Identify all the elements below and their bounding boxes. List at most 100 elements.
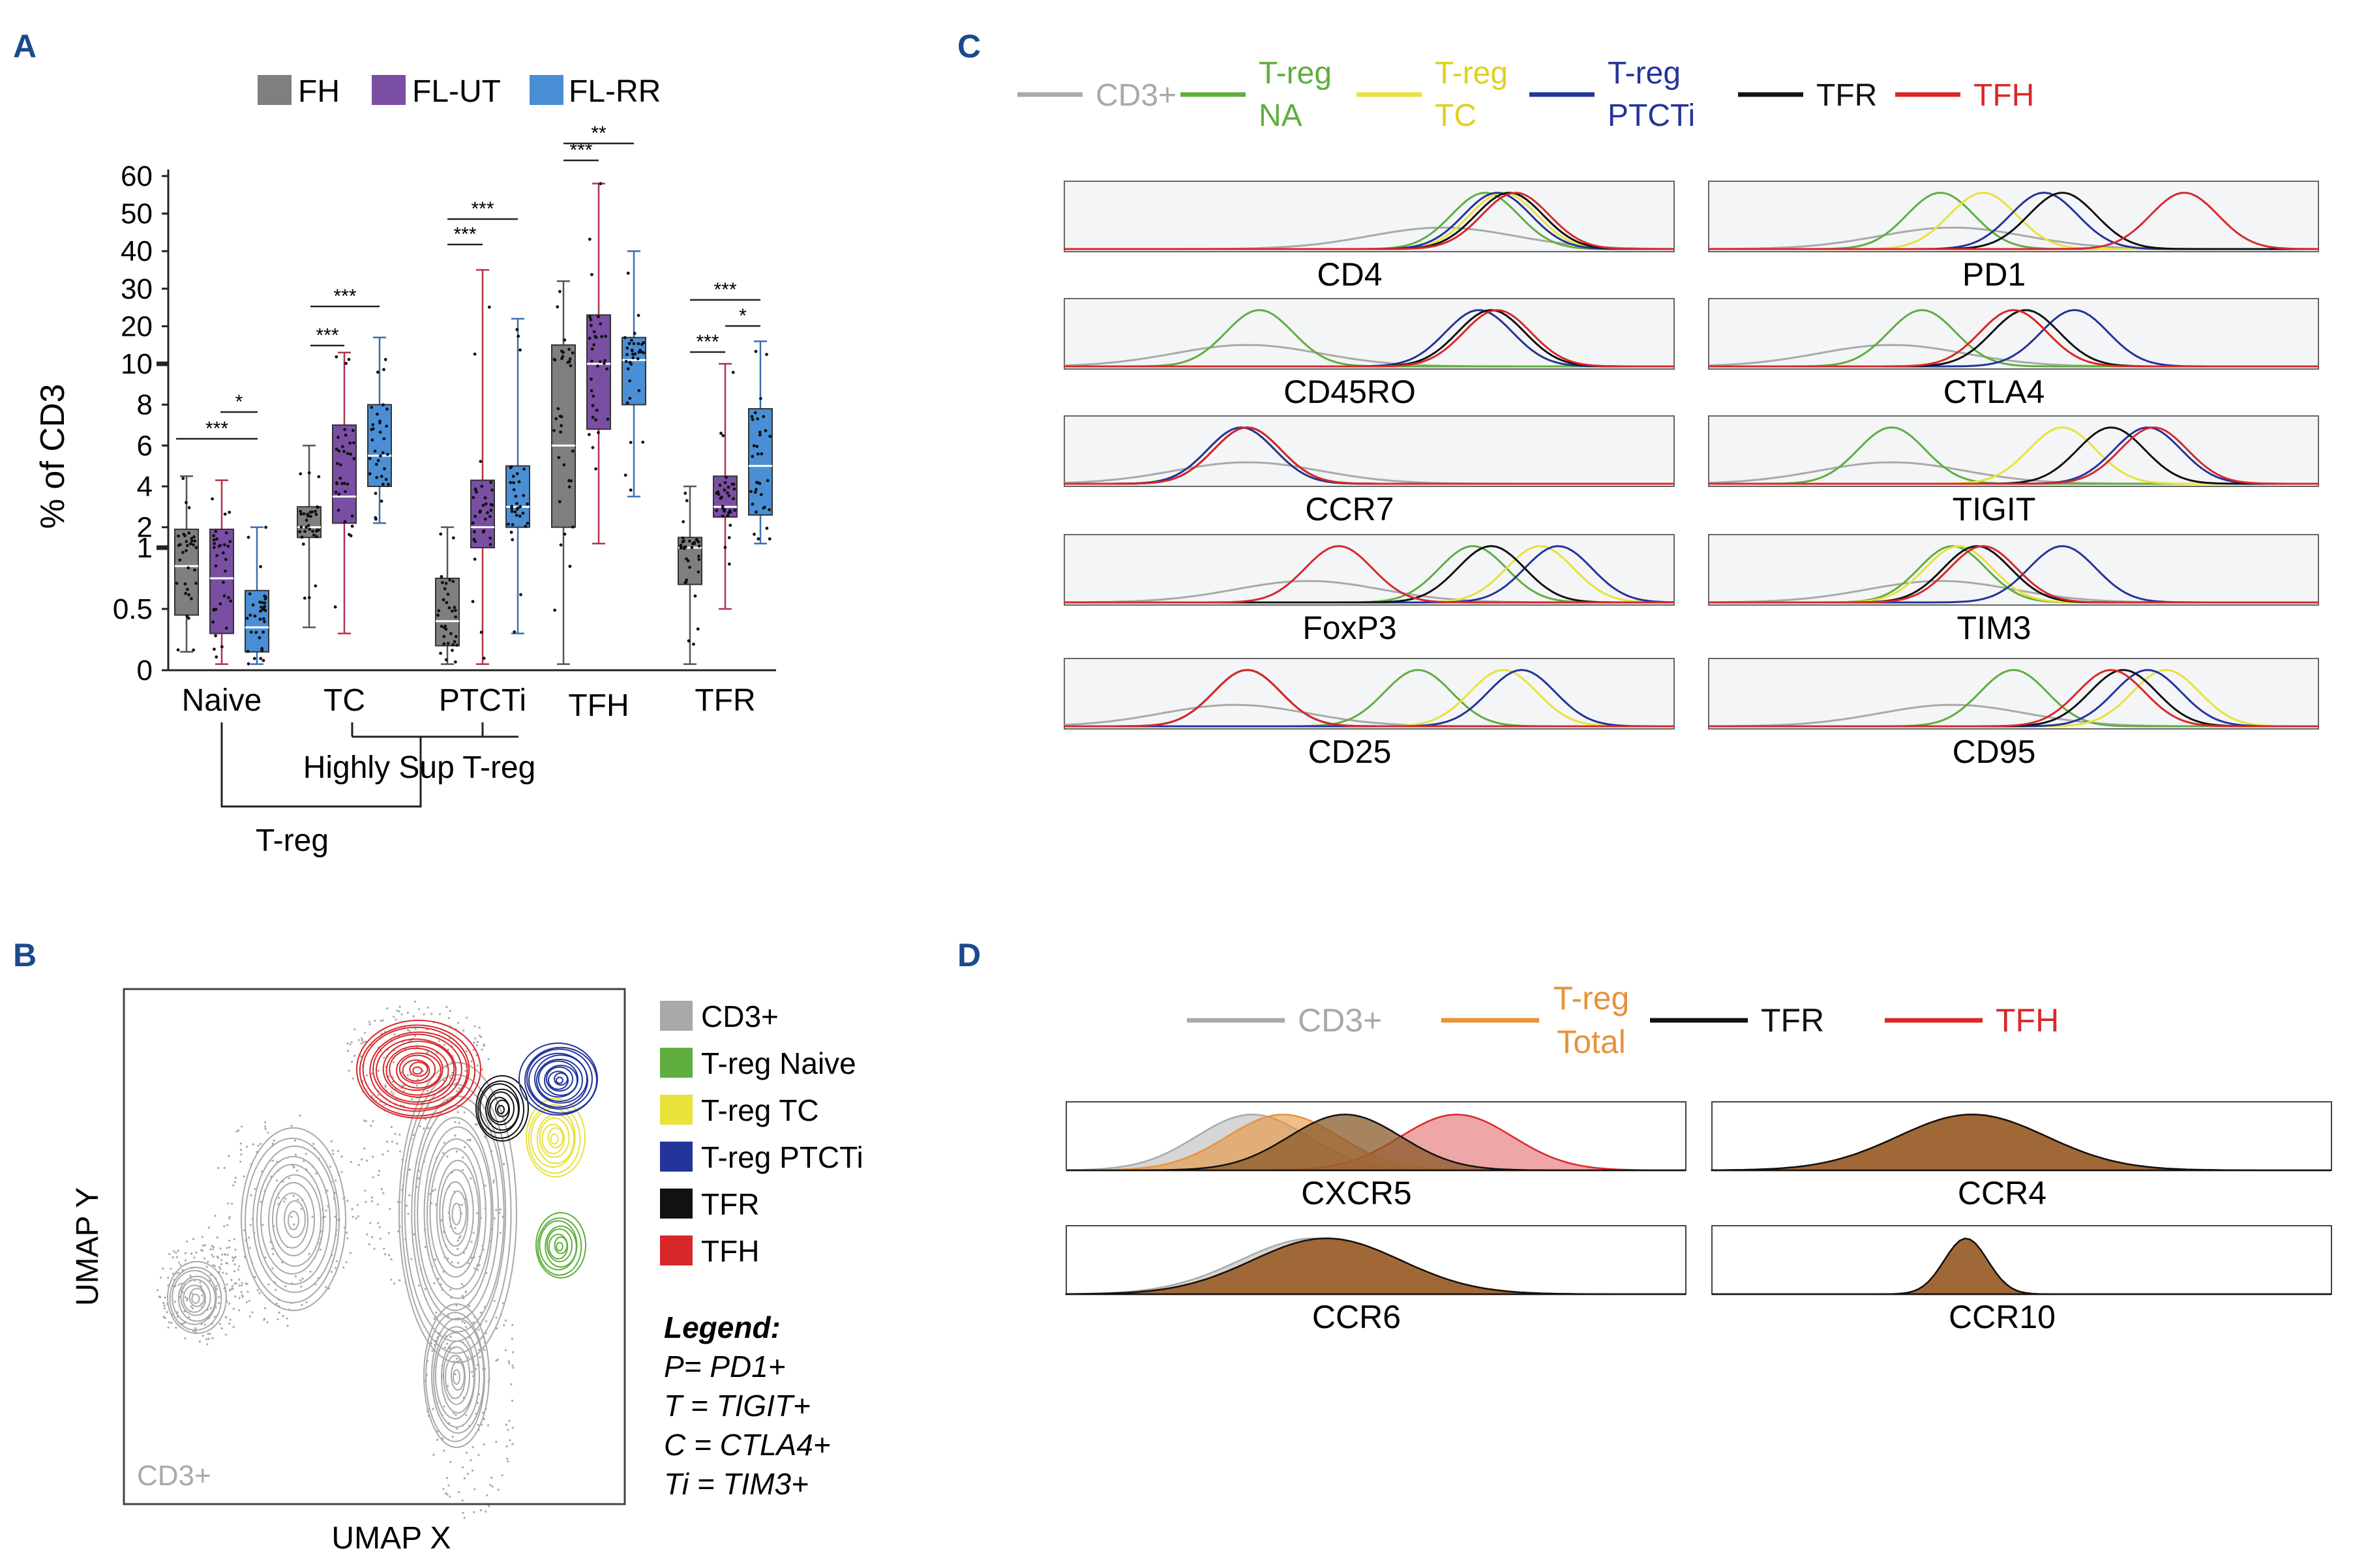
umap-dot bbox=[184, 1252, 187, 1254]
umap-dot bbox=[463, 1516, 466, 1519]
data-point bbox=[697, 557, 701, 561]
umap-dot bbox=[271, 1142, 275, 1145]
data-point bbox=[605, 367, 608, 371]
umap-dot bbox=[476, 1402, 479, 1404]
data-point bbox=[263, 604, 267, 608]
umap-dot bbox=[496, 1327, 498, 1330]
umap-dot bbox=[264, 1256, 267, 1259]
data-point bbox=[560, 415, 563, 419]
data-point bbox=[560, 424, 563, 428]
umap-dot bbox=[505, 1445, 508, 1448]
box-fl-rr-tfr bbox=[748, 340, 773, 544]
data-point bbox=[229, 599, 233, 603]
data-point bbox=[637, 314, 640, 318]
histogram-curve bbox=[1709, 308, 2318, 368]
umap-dot bbox=[452, 1412, 455, 1415]
umap-dot bbox=[257, 1144, 260, 1147]
data-point bbox=[723, 509, 727, 513]
data-point bbox=[512, 481, 516, 484]
data-point bbox=[473, 487, 477, 491]
umap-dot bbox=[226, 1247, 228, 1249]
data-point bbox=[683, 492, 687, 495]
data-point bbox=[247, 535, 250, 539]
umap-dot bbox=[237, 1268, 239, 1271]
sig-label: *** bbox=[453, 224, 476, 245]
umap-dot bbox=[194, 1330, 197, 1333]
umap-dot bbox=[444, 1492, 447, 1495]
data-point bbox=[454, 615, 458, 619]
data-point bbox=[604, 334, 607, 338]
contour bbox=[252, 1146, 337, 1293]
legend-swatch bbox=[660, 1095, 693, 1125]
legend-swatch bbox=[660, 1235, 693, 1265]
sig-naive-1: * bbox=[220, 391, 258, 413]
data-point bbox=[754, 349, 758, 353]
y-tick-label: 60 bbox=[121, 160, 153, 192]
contour bbox=[362, 1026, 470, 1112]
data-point bbox=[385, 424, 389, 428]
data-point bbox=[314, 584, 318, 588]
contour bbox=[398, 1054, 436, 1084]
data-point bbox=[215, 655, 218, 659]
umap-dot bbox=[447, 1048, 449, 1051]
umap-dot bbox=[222, 1271, 224, 1274]
data-point bbox=[343, 490, 347, 494]
data-point bbox=[625, 353, 629, 357]
data-point bbox=[559, 543, 563, 547]
data-point bbox=[444, 582, 448, 585]
data-point bbox=[440, 581, 444, 584]
umap-dot bbox=[509, 1439, 511, 1442]
umap-dot bbox=[479, 1035, 481, 1037]
cluster-treg-ptcti bbox=[518, 1043, 598, 1116]
umap-dot bbox=[467, 1262, 470, 1265]
data-point bbox=[307, 524, 310, 527]
umap-dot bbox=[359, 1055, 363, 1058]
data-point bbox=[623, 473, 627, 477]
umap-dot bbox=[431, 1350, 434, 1352]
histogram-frame bbox=[1064, 534, 1675, 606]
data-point bbox=[436, 614, 440, 617]
umap-dot bbox=[211, 1254, 213, 1256]
sig-ptcti-5: *** bbox=[447, 198, 518, 220]
sig-tfr-8: *** bbox=[690, 331, 725, 353]
data-point bbox=[568, 565, 572, 569]
data-point bbox=[518, 505, 522, 509]
data-point bbox=[453, 608, 457, 612]
data-point bbox=[382, 403, 385, 407]
data-point bbox=[732, 497, 736, 501]
umap-dot bbox=[207, 1260, 209, 1264]
data-point bbox=[187, 593, 191, 597]
umap-dot bbox=[164, 1296, 166, 1299]
data-point bbox=[253, 614, 257, 618]
umap-dot bbox=[301, 1277, 304, 1280]
group-label-tfr: TFR bbox=[695, 683, 755, 718]
umap-dot bbox=[370, 1196, 373, 1199]
umap-dot bbox=[175, 1256, 178, 1258]
data-point bbox=[181, 550, 185, 554]
data-point bbox=[217, 544, 221, 548]
contour bbox=[526, 1048, 593, 1110]
umap-dot bbox=[342, 1266, 345, 1269]
umap-dot bbox=[507, 1460, 509, 1463]
umap-dot bbox=[376, 1203, 379, 1206]
data-point bbox=[526, 522, 530, 525]
data-point bbox=[212, 546, 216, 550]
data-point bbox=[567, 479, 571, 482]
umap-dot bbox=[486, 1494, 488, 1497]
umap-dot bbox=[511, 1399, 514, 1402]
legend-swatch bbox=[660, 1142, 693, 1172]
umap-dot bbox=[388, 1254, 391, 1256]
umap-dot bbox=[472, 1446, 474, 1449]
data-point bbox=[554, 417, 558, 421]
umap-dot bbox=[374, 1019, 376, 1022]
umap-dot bbox=[223, 1166, 226, 1169]
umap-dot bbox=[168, 1252, 171, 1256]
histogram-curve bbox=[1709, 544, 2318, 604]
umap-dot bbox=[461, 1169, 464, 1172]
data-point bbox=[445, 600, 449, 604]
histogram-cxcr5: CXCR5 bbox=[1065, 1101, 1686, 1211]
data-point bbox=[258, 636, 262, 640]
umap-dot bbox=[470, 1177, 472, 1180]
umap-dot bbox=[198, 1340, 201, 1343]
legend-item-3: T-reg PTCTi bbox=[660, 1140, 863, 1174]
